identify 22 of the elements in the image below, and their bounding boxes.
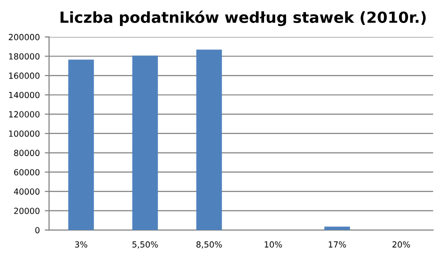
x-tick-label: 3% [75, 241, 88, 248]
y-tick-label: 120000 [9, 111, 40, 118]
y-tick-label: 100000 [9, 130, 40, 137]
x-tick-label: 17% [328, 241, 346, 248]
y-tick-label: 20000 [14, 208, 40, 214]
y-tick-label: 140000 [9, 92, 40, 98]
y-tick-label: 180000 [9, 53, 40, 60]
bar [132, 56, 158, 230]
bar [324, 226, 350, 230]
x-tick-label: 5,50% [132, 241, 158, 248]
bar [196, 50, 222, 230]
bar [68, 60, 94, 230]
y-tick-label: 60000 [14, 169, 40, 176]
x-tick-label: 8,50% [196, 241, 222, 248]
y-tick-label: 40000 [14, 188, 40, 195]
x-tick-label: 20% [392, 241, 410, 248]
x-tick-label: 10% [264, 241, 282, 248]
y-tick-label: 80000 [14, 150, 40, 156]
chart-title: Liczba podatników według stawek (2010r.) [60, 10, 426, 26]
y-tick-label: 0 [35, 227, 40, 234]
y-tick-label: 200000 [8, 34, 40, 40]
y-tick-label: 160000 [9, 72, 40, 79]
